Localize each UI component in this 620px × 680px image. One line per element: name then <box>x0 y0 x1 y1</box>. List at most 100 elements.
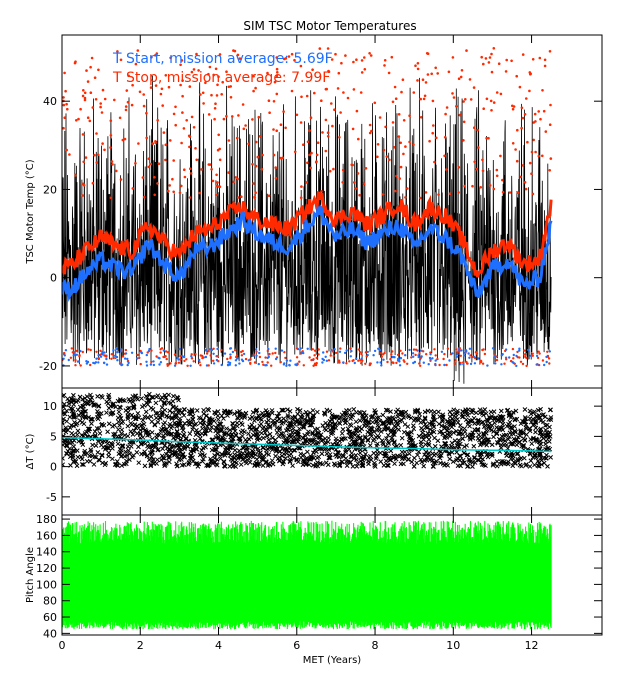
stop-point <box>300 95 303 99</box>
stop-point <box>311 68 314 71</box>
start-point <box>433 348 436 351</box>
start-point <box>379 352 383 355</box>
delta-t-point <box>197 436 203 441</box>
stop-point <box>210 168 213 171</box>
start-point <box>92 361 95 365</box>
delta-t-point <box>325 462 331 468</box>
delta-t-point <box>253 431 259 437</box>
delta-t-point <box>511 460 517 465</box>
delta-t-point <box>515 457 521 462</box>
stop-point <box>356 172 360 175</box>
delta-t-point <box>522 419 528 425</box>
delta-t-point <box>447 422 452 427</box>
delta-t-point <box>295 406 300 412</box>
delta-t-point <box>393 419 399 424</box>
delta-t-point <box>154 435 159 441</box>
stop-point <box>147 165 151 169</box>
delta-t-point <box>483 439 489 445</box>
stop-point <box>260 168 264 171</box>
delta-t-point <box>162 420 168 425</box>
delta-t-point <box>93 443 99 449</box>
delta-t-point <box>273 453 278 459</box>
delta-t-point <box>174 429 180 435</box>
delta-t-point <box>538 426 544 432</box>
stop-point <box>200 168 203 171</box>
delta-t-point <box>416 433 422 439</box>
delta-t-point <box>384 436 389 441</box>
stop-point <box>382 148 386 152</box>
delta-t-point <box>116 419 121 425</box>
delta-t-point <box>385 425 390 431</box>
delta-t-point <box>505 436 511 442</box>
stop-point <box>521 116 525 120</box>
delta-t-point <box>514 416 520 422</box>
stop-point <box>368 123 372 127</box>
delta-t-point <box>149 394 155 400</box>
delta-t-point <box>422 416 428 422</box>
stop-point <box>227 85 231 89</box>
start-point <box>519 360 523 363</box>
start-point <box>414 348 418 351</box>
delta-t-point <box>489 442 495 448</box>
stop-point <box>174 105 177 109</box>
start-point <box>456 352 459 356</box>
start-point <box>443 363 446 367</box>
delta-t-point <box>186 418 191 423</box>
delta-t-point <box>442 424 447 429</box>
start-point <box>349 355 352 358</box>
delta-t-point <box>455 416 460 422</box>
start-point <box>103 361 106 365</box>
delta-t-point <box>330 428 336 433</box>
delta-t-point <box>98 393 104 399</box>
delta-t-point <box>291 455 297 461</box>
delta-t-point <box>399 456 405 462</box>
delta-t-point <box>238 429 244 435</box>
delta-t-point <box>418 442 424 447</box>
delta-t-point <box>359 426 365 432</box>
delta-t-point <box>423 424 429 430</box>
stop-point <box>321 131 324 134</box>
stop-point <box>544 130 548 133</box>
start-point <box>382 358 385 361</box>
delta-t-point <box>395 453 401 459</box>
start-point <box>535 354 539 358</box>
delta-t-point <box>537 415 543 420</box>
stop-point <box>330 102 333 105</box>
stop-point <box>287 55 291 58</box>
delta-t-point <box>295 439 301 445</box>
stop-point <box>63 116 66 119</box>
delta-t-point <box>264 409 270 415</box>
x-tick-label: 12 <box>525 639 539 652</box>
delta-t-point <box>518 428 524 434</box>
stop-point <box>89 65 92 69</box>
stop-point <box>261 153 264 157</box>
delta-t-point <box>257 454 262 460</box>
start-point <box>322 358 326 362</box>
stop-point <box>495 168 499 172</box>
delta-t-point <box>203 426 209 432</box>
start-point <box>516 356 519 359</box>
start-point <box>201 354 204 358</box>
delta-t-point <box>161 401 167 406</box>
stop-point <box>145 111 148 115</box>
delta-t-point <box>462 444 467 450</box>
delta-t-point <box>541 419 546 425</box>
stop-point <box>354 187 358 190</box>
delta-t-point <box>193 461 198 467</box>
stop-point <box>460 69 464 72</box>
stop-point <box>257 115 261 119</box>
stop-point <box>181 79 184 82</box>
delta-t-point <box>252 463 257 468</box>
delta-t-point <box>73 422 79 428</box>
delta-t-point <box>139 441 144 447</box>
delta-t-point <box>288 451 294 457</box>
delta-t-point <box>119 431 124 436</box>
delta-t-point <box>506 421 511 427</box>
stop-point <box>516 191 520 194</box>
delta-t-point <box>490 462 496 468</box>
stop-point <box>398 177 402 180</box>
delta-t-point <box>246 431 251 437</box>
delta-t-point <box>124 458 129 464</box>
